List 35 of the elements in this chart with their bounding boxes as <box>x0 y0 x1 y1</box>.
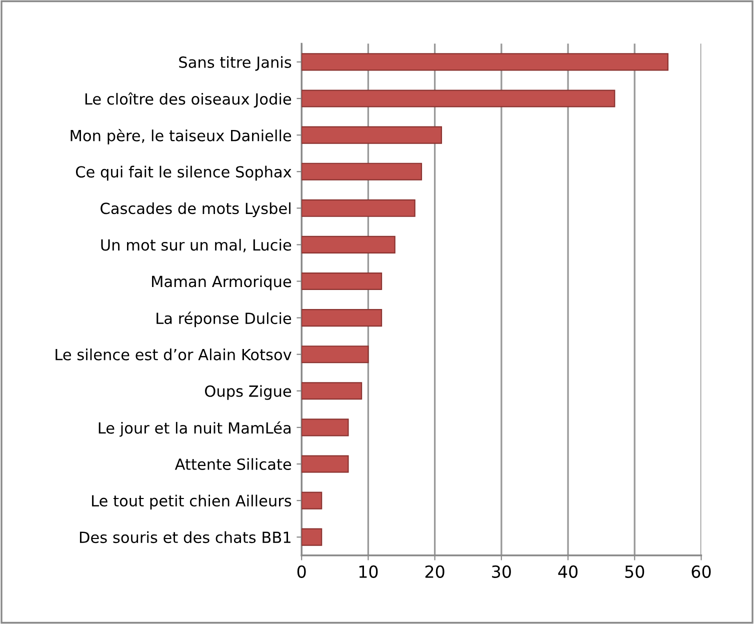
y-tick-label: Attente Silicate <box>174 458 292 470</box>
y-tick-label: Le cloître des oiseaux Jodie <box>85 92 292 108</box>
bar <box>302 528 322 546</box>
bar <box>302 126 442 144</box>
bar <box>302 382 362 400</box>
x-tick-label: 40 <box>558 565 578 578</box>
bar <box>302 492 322 510</box>
y-tick-label: Ce qui fait le silence Sophax <box>76 166 292 181</box>
y-tick-label: La réponse Dulcie <box>156 312 292 328</box>
y-tick-label: Des souris et des chats BB1 <box>80 531 290 544</box>
x-tick-label: 30 <box>492 565 511 578</box>
bar <box>302 272 382 290</box>
bar <box>302 162 422 180</box>
y-tick-label: Le jour et la nuit MamLéa <box>98 421 290 437</box>
bar <box>302 346 369 364</box>
x-tick-label: 50 <box>625 565 644 578</box>
y-tick-label: Sans titre Janis <box>179 56 292 71</box>
bar <box>302 53 668 71</box>
bar <box>302 309 382 327</box>
x-tick-label: 60 <box>692 565 711 578</box>
bar <box>302 455 349 473</box>
y-tick-label: Mon père, le taiseux Danielle <box>70 128 292 144</box>
x-tick-label: 20 <box>425 565 444 578</box>
bar <box>302 236 396 254</box>
y-tick-label: Le silence est d’or Alain Kotsov <box>56 348 292 360</box>
y-tick-label: Oups Zigue <box>205 385 292 400</box>
bar <box>302 90 616 108</box>
y-tick-label: Cascades de mots Lysbel <box>100 202 290 218</box>
y-tick-label: Le tout petit chien Ailleurs <box>92 494 292 510</box>
x-tick-label: 10 <box>359 565 378 578</box>
y-tick-label: Un mot sur un mal, Lucie <box>101 238 292 252</box>
y-tick-label: Maman Armorique <box>152 275 292 290</box>
bar <box>302 199 416 217</box>
bar <box>302 418 349 436</box>
x-tick-label: 0 <box>297 565 306 578</box>
